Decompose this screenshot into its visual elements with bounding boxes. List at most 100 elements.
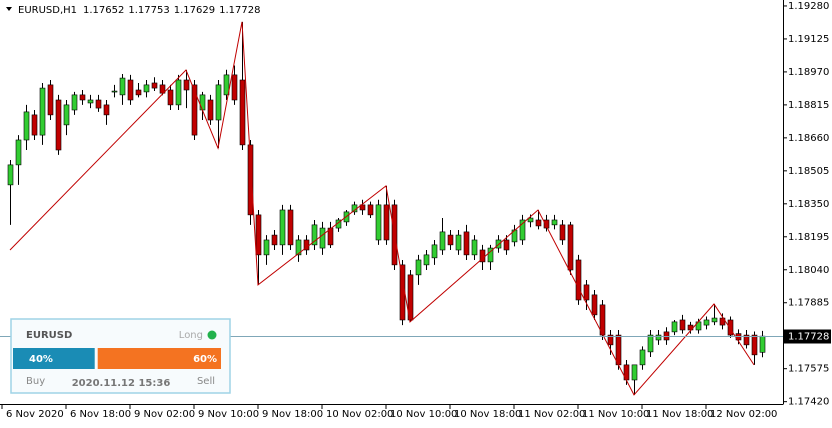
candle-body <box>439 231 446 251</box>
candle-body <box>551 219 558 226</box>
candle-body <box>151 82 158 89</box>
candle-body <box>191 84 198 136</box>
candle-body <box>287 209 294 246</box>
x-tick-label: 10 Nov 18:00 <box>454 409 521 420</box>
candle-body <box>447 234 454 246</box>
candle-body <box>647 334 654 353</box>
x-tick-label: 11 Nov 10:00 <box>582 409 649 420</box>
candle-body <box>663 331 670 341</box>
sell-bar <box>97 348 221 369</box>
current-price-box <box>784 329 831 344</box>
direction-dot <box>207 330 217 340</box>
candle-body <box>423 254 430 266</box>
candle-body <box>567 224 574 271</box>
candle-body <box>23 111 30 141</box>
candle-body <box>103 104 110 116</box>
y-tick-label: 1.18970 <box>788 67 829 78</box>
candle-body <box>367 204 374 216</box>
candle-body <box>519 219 526 241</box>
timestamp: 2020.11.12 15:36 <box>72 378 171 389</box>
y-tick-label: 1.18350 <box>788 199 829 210</box>
buy-label: Buy <box>26 376 45 387</box>
candle-body <box>431 244 438 259</box>
symbol: EURUSD,H1 <box>18 5 77 16</box>
y-tick-label: 1.17885 <box>788 298 829 309</box>
candle-body <box>327 227 334 246</box>
candle-body <box>407 274 414 321</box>
header-low: 1.17629 <box>174 5 215 16</box>
candle-body <box>39 87 46 136</box>
buy-percent: 40% <box>29 354 53 365</box>
sell-label: Sell <box>197 376 215 387</box>
x-tick-label: 11 Nov 02:00 <box>518 409 585 420</box>
candle-body <box>471 239 478 256</box>
current-price-label: 1.17728 <box>788 332 829 343</box>
candle-body <box>127 79 134 101</box>
y-tick-label: 1.17575 <box>788 364 829 375</box>
candle-body <box>655 334 662 341</box>
x-tick-label: 9 Nov 02:00 <box>134 409 195 420</box>
panel-direction: Long <box>179 330 203 341</box>
candle-body <box>359 204 366 211</box>
y-tick-label: 1.18815 <box>788 100 829 111</box>
candle-body <box>55 99 62 151</box>
candle-body <box>751 334 758 356</box>
header: EURUSD,H1 1.17652 1.17753 1.17629 1.17728 <box>18 5 260 16</box>
candle-body <box>671 321 678 333</box>
sell-percent: 60% <box>193 354 217 365</box>
candle-body <box>575 259 582 301</box>
candle-body <box>591 294 598 316</box>
zigzag-line <box>9 21 755 396</box>
x-tick-label: 10 Nov 10:00 <box>390 409 457 420</box>
candle-body <box>319 227 326 249</box>
panel-symbol: EURUSD <box>26 330 72 341</box>
candle-body <box>543 219 550 229</box>
header-close: 1.17728 <box>219 5 260 16</box>
candle-body <box>415 259 422 276</box>
candle-body <box>455 234 462 251</box>
menu-arrow <box>6 7 12 11</box>
x-tick-label: 12 Nov 02:00 <box>710 409 777 420</box>
candle-body <box>7 164 14 186</box>
candle-body <box>87 99 94 104</box>
candle-body <box>31 114 38 136</box>
candle-body <box>63 104 70 126</box>
y-tick-label: 1.19280 <box>788 1 829 12</box>
candle-body <box>183 79 190 91</box>
y-tick-label: 1.18505 <box>788 166 829 177</box>
candle-body <box>527 217 534 223</box>
candle-body <box>95 99 102 109</box>
candle-body <box>487 247 494 263</box>
x-tick-label: 9 Nov 10:00 <box>198 409 259 420</box>
candle-body <box>631 364 638 381</box>
x-tick-label: 11 Nov 18:00 <box>646 409 713 420</box>
candle-body <box>583 284 590 301</box>
candle-body <box>615 334 622 366</box>
candle-body <box>47 84 54 116</box>
x-tick-label: 6 Nov 2020 <box>6 409 64 420</box>
candle-body <box>135 89 142 96</box>
candle-body <box>271 234 278 246</box>
candle-body <box>199 94 206 111</box>
y-tick-label: 1.19125 <box>788 34 829 45</box>
candle-body <box>383 204 390 241</box>
candle-body <box>15 139 22 166</box>
candle-body <box>207 99 214 121</box>
candle-body <box>255 214 262 256</box>
y-tick-label: 1.18660 <box>788 133 829 144</box>
candle-body <box>399 264 406 321</box>
candle-body <box>71 94 78 111</box>
candle-body <box>559 224 566 241</box>
x-tick-label: 6 Nov 18:00 <box>70 409 131 420</box>
candle-body <box>295 239 302 256</box>
y-tick-label: 1.18195 <box>788 232 829 243</box>
header-high: 1.17753 <box>128 5 169 16</box>
candle-body <box>535 219 542 227</box>
candle-body <box>279 209 286 246</box>
candle-body <box>679 319 686 331</box>
y-tick-label: 1.17420 <box>788 397 829 408</box>
candle-body <box>119 77 126 96</box>
candle-body <box>167 89 174 106</box>
candle-body <box>263 239 270 256</box>
